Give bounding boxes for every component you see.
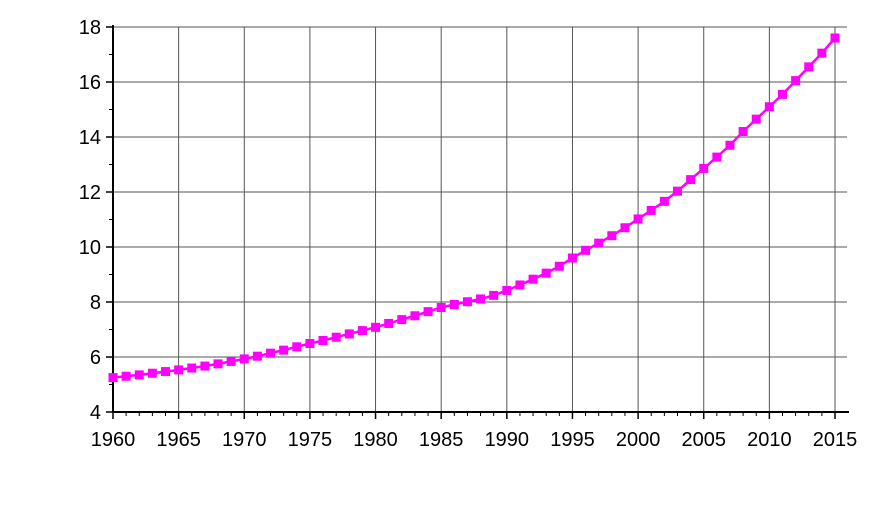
data-point-marker bbox=[607, 231, 617, 241]
data-point-marker bbox=[672, 186, 682, 196]
data-point-marker bbox=[476, 294, 486, 304]
y-tick-label: 16 bbox=[79, 72, 101, 94]
y-axis-ticks: 4 6 8 10 12 14 16 18 bbox=[79, 17, 113, 424]
data-point-marker bbox=[226, 356, 236, 366]
data-point-marker bbox=[764, 102, 774, 112]
data-point-marker bbox=[646, 205, 656, 215]
y-tick-label: 10 bbox=[79, 237, 101, 259]
data-point-marker bbox=[554, 261, 564, 271]
x-tick-label: 1960 bbox=[91, 429, 136, 451]
data-point-marker bbox=[357, 326, 367, 336]
data-point-marker bbox=[594, 238, 604, 248]
x-tick-label: 1985 bbox=[419, 429, 464, 451]
data-point-marker bbox=[147, 368, 157, 378]
data-point-marker bbox=[305, 339, 315, 349]
data-point-marker bbox=[567, 253, 577, 263]
data-point-marker bbox=[489, 290, 499, 300]
x-tick-label: 1980 bbox=[353, 429, 398, 451]
data-point-marker bbox=[515, 280, 525, 290]
data-series bbox=[108, 33, 840, 383]
x-tick-label: 2000 bbox=[616, 429, 661, 451]
x-tick-label: 1990 bbox=[485, 429, 530, 451]
y-tick-label: 8 bbox=[90, 292, 101, 314]
series-line bbox=[112, 37, 836, 379]
data-point-marker bbox=[384, 318, 394, 328]
data-point-marker bbox=[239, 354, 249, 364]
data-point-marker bbox=[410, 311, 420, 321]
data-point-marker bbox=[725, 140, 735, 150]
data-point-marker bbox=[659, 196, 669, 206]
x-tick-label: 1970 bbox=[222, 429, 267, 451]
data-point-marker bbox=[371, 322, 381, 332]
data-point-marker bbox=[581, 245, 591, 255]
y-tick-label: 6 bbox=[90, 347, 101, 369]
x-tick-label: 1995 bbox=[550, 429, 595, 451]
data-point-marker bbox=[620, 223, 630, 233]
data-point-marker bbox=[699, 163, 709, 173]
data-point-marker bbox=[397, 315, 407, 325]
data-point-marker bbox=[134, 370, 144, 380]
data-point-marker bbox=[187, 363, 197, 373]
data-point-marker bbox=[777, 89, 787, 99]
data-point-marker bbox=[804, 62, 814, 72]
data-point-marker bbox=[633, 214, 643, 224]
data-point-marker bbox=[161, 367, 171, 377]
data-point-marker bbox=[423, 307, 433, 317]
x-tick-label: 2010 bbox=[747, 429, 792, 451]
x-tick-label: 1975 bbox=[288, 429, 333, 451]
axes bbox=[112, 25, 849, 413]
data-point-marker bbox=[462, 297, 472, 307]
data-point-marker bbox=[449, 299, 459, 309]
data-point-marker bbox=[213, 359, 223, 369]
y-tick-label: 4 bbox=[90, 402, 101, 424]
data-point-marker bbox=[266, 348, 276, 358]
data-point-marker bbox=[279, 345, 289, 355]
y-tick-label: 12 bbox=[79, 182, 101, 204]
data-point-marker bbox=[252, 351, 262, 361]
data-point-marker bbox=[292, 342, 302, 352]
data-point-marker bbox=[121, 371, 131, 381]
data-point-marker bbox=[318, 336, 328, 345]
data-point-marker bbox=[344, 329, 354, 339]
x-axis-ticks: 1960 1965 1970 1975 1980 1985 1990 1995 2000 2005… bbox=[91, 412, 858, 451]
data-point-marker bbox=[200, 361, 210, 371]
data-point-marker bbox=[817, 48, 827, 58]
data-point-marker bbox=[830, 33, 840, 43]
x-tick-label: 2005 bbox=[681, 429, 726, 451]
data-point-marker bbox=[712, 152, 722, 162]
data-point-marker bbox=[502, 285, 512, 295]
y-tick-label: 18 bbox=[79, 17, 101, 39]
data-point-marker bbox=[174, 365, 184, 375]
y-tick-label: 14 bbox=[79, 127, 101, 149]
grid-lines bbox=[113, 26, 847, 412]
data-point-marker bbox=[541, 268, 551, 278]
data-point-marker bbox=[738, 127, 748, 136]
data-point-marker bbox=[528, 274, 538, 284]
data-point-marker bbox=[791, 76, 801, 86]
data-point-marker bbox=[436, 303, 446, 312]
data-point-marker bbox=[331, 332, 341, 342]
data-point-marker bbox=[751, 114, 761, 124]
data-point-marker bbox=[108, 373, 118, 383]
x-tick-label: 2015 bbox=[813, 429, 858, 451]
data-point-marker bbox=[686, 175, 696, 185]
x-tick-label: 1965 bbox=[156, 429, 201, 451]
